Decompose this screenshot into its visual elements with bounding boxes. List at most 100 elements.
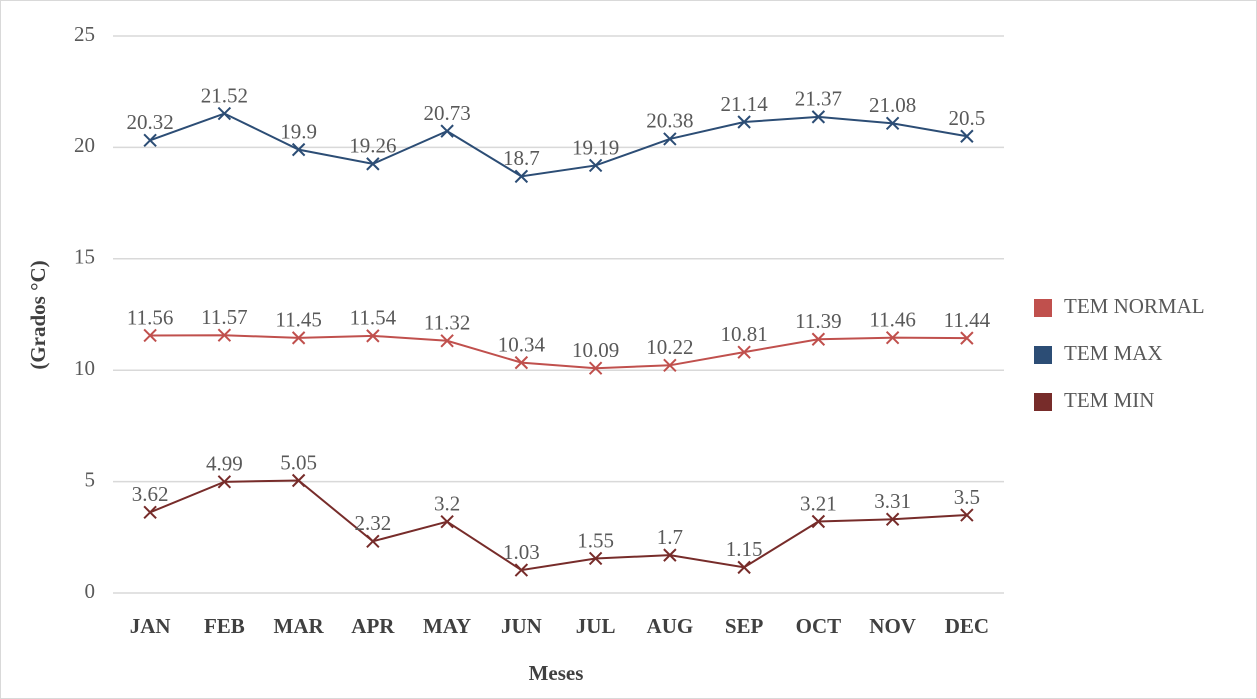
data-label: 3.21 (800, 491, 837, 515)
y-tick-label: 15 (74, 245, 95, 269)
marker (291, 331, 306, 345)
data-label: 3.2 (434, 492, 460, 516)
marker (366, 157, 380, 171)
x-tick-label: JUN (501, 614, 542, 638)
data-label: 20.32 (127, 110, 174, 134)
data-label: 1.55 (577, 528, 614, 552)
marker (885, 330, 900, 345)
marker (440, 334, 454, 348)
marker (811, 332, 826, 346)
marker (663, 132, 677, 146)
data-label: 11.56 (127, 305, 173, 329)
data-label: 1.03 (503, 540, 540, 564)
data-label: 10.81 (721, 322, 768, 346)
marker (737, 115, 751, 129)
y-tick-label: 10 (74, 356, 95, 380)
data-label: 10.22 (646, 335, 693, 359)
data-label: 11.57 (201, 305, 247, 329)
x-tick-label: APR (351, 614, 395, 638)
data-label: 10.09 (572, 338, 619, 362)
marker (440, 514, 454, 529)
data-label: 1.7 (657, 525, 683, 549)
data-label: 3.31 (874, 489, 911, 513)
marker (143, 505, 157, 520)
marker (217, 328, 232, 342)
x-tick-label: OCT (796, 614, 842, 638)
y-tick-label: 25 (74, 22, 95, 46)
marker (588, 158, 603, 173)
marker (514, 169, 529, 184)
marker (440, 124, 454, 138)
data-label: 11.45 (275, 308, 321, 332)
x-tick-label: JUL (576, 614, 616, 638)
marker (737, 345, 751, 359)
marker (143, 328, 157, 343)
marker (960, 129, 974, 143)
y-tick-label: 0 (85, 579, 96, 603)
y-tick-label: 20 (74, 133, 95, 157)
x-tick-label: AUG (647, 614, 694, 638)
y-axis-title: (Grados °C) (26, 260, 50, 369)
marker (588, 551, 603, 566)
data-label: 20.73 (424, 101, 471, 125)
legend-swatch (1034, 346, 1052, 364)
data-label: 18.7 (503, 146, 540, 170)
data-label: 10.34 (498, 332, 546, 356)
marker (811, 514, 826, 529)
marker (143, 133, 157, 147)
data-label: 3.62 (132, 482, 169, 506)
data-label: 11.39 (795, 309, 841, 333)
data-label: 21.08 (869, 93, 916, 117)
x-tick-label: FEB (204, 614, 245, 638)
data-label: 21.37 (795, 87, 842, 111)
marker (366, 534, 380, 549)
x-tick-label: SEP (725, 614, 764, 638)
x-tick-label: JAN (130, 614, 171, 638)
data-label: 3.5 (954, 485, 980, 509)
data-label: 19.19 (572, 135, 619, 159)
legend-label: TEM NORMAL (1064, 294, 1205, 318)
legend-label: TEM MIN (1064, 388, 1154, 412)
legend-swatch (1034, 299, 1052, 317)
data-label: 20.38 (646, 109, 693, 133)
data-label: 4.99 (206, 452, 243, 476)
data-label: 19.26 (349, 134, 396, 158)
data-label: 1.15 (726, 537, 763, 561)
data-label: 5.05 (280, 450, 317, 474)
x-tick-label: MAR (274, 614, 325, 638)
marker (663, 358, 677, 373)
x-tick-label: NOV (869, 614, 916, 638)
data-label: 21.14 (721, 92, 769, 116)
data-label: 2.32 (355, 511, 392, 535)
x-axis-title: Meses (529, 661, 584, 685)
marker (737, 560, 751, 575)
marker (885, 116, 900, 131)
series-line (149, 112, 968, 178)
marker (291, 473, 306, 488)
data-label: 20.5 (949, 106, 986, 130)
data-label: 11.32 (424, 311, 470, 335)
marker (514, 563, 529, 577)
data-label: 21.52 (201, 83, 248, 107)
marker (885, 512, 900, 526)
marker (960, 331, 974, 345)
marker (811, 110, 826, 124)
marker (588, 361, 603, 375)
marker (217, 106, 232, 121)
marker (663, 548, 677, 562)
series-line (149, 479, 967, 572)
x-tick-label: DEC (945, 614, 989, 638)
data-label: 19.9 (280, 119, 317, 143)
data-label: 11.46 (869, 307, 915, 331)
data-label: 11.54 (350, 306, 397, 330)
series-line (150, 334, 967, 370)
legend-label: TEM MAX (1064, 341, 1163, 365)
y-tick-label: 5 (85, 467, 96, 491)
legend-swatch (1034, 393, 1052, 411)
data-label: 11.44 (944, 308, 991, 332)
marker (291, 142, 306, 157)
marker (960, 508, 974, 522)
marker (217, 475, 232, 489)
marker (366, 329, 380, 343)
